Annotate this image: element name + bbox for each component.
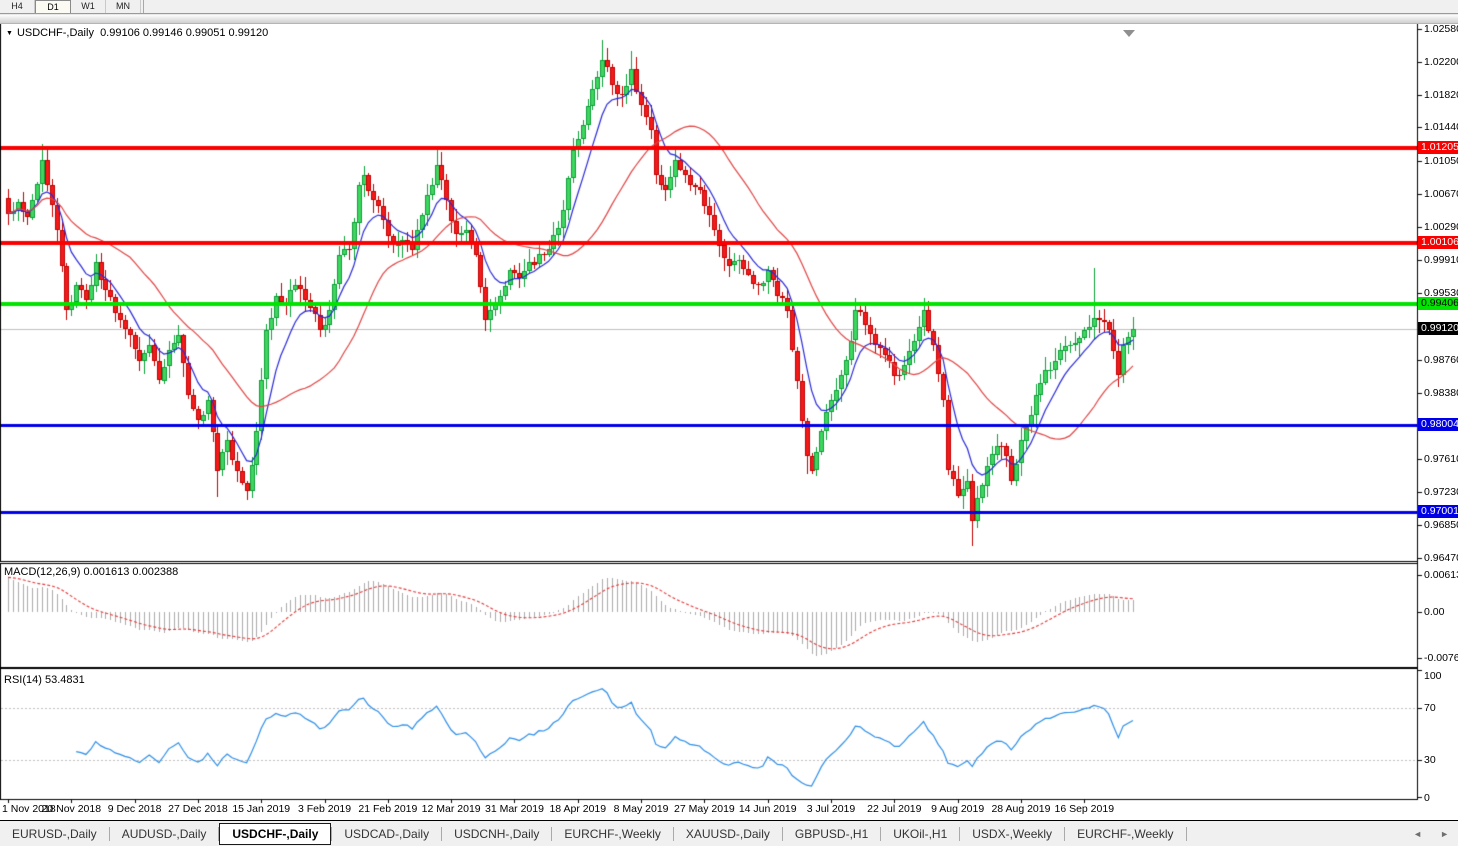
tab-separator: [551, 826, 553, 841]
symbol-dropdown-icon[interactable]: ▼: [6, 30, 13, 37]
tab-separator: [108, 826, 110, 841]
macd-tick-label: 0.00: [1424, 606, 1445, 619]
price-tick-label: 1.01440: [1424, 121, 1458, 134]
tab-separator: [331, 826, 333, 841]
date-tick-label: 9 Aug 2019: [931, 803, 985, 815]
chart-tab-xauusd-daily[interactable]: XAUUSD-,Daily: [685, 826, 770, 841]
chart-tab-usdcad-daily[interactable]: USDCAD-,Daily: [344, 826, 430, 841]
ohlc-values: 0.99106 0.99146 0.99051 0.99120: [100, 27, 269, 39]
date-tick-label: 15 Jan 2019: [232, 803, 291, 815]
chart-tab-audusd-daily[interactable]: AUDUSD-,Daily: [121, 826, 207, 841]
date-tick-label: 22 Jul 2019: [867, 803, 922, 815]
chart-tab-gbpusd-h1[interactable]: GBPUSD-,H1: [794, 826, 869, 841]
date-tick-label: 16 Sep 2019: [1054, 803, 1115, 815]
tab-separator: [1185, 826, 1187, 841]
chart-title: ▼ USDCHF-,Daily 0.99106 0.99146 0.99051 0…: [6, 27, 268, 39]
rsi-tick-label: 70: [1424, 702, 1436, 715]
date-tick-label: 27 Dec 2018: [168, 803, 228, 815]
date-tick-label: 31 Mar 2019: [484, 803, 544, 815]
symbol-tabbar: EURUSD-,Daily AUDUSD-,Daily USDCHF-,Daily U…: [0, 820, 1458, 846]
date-tick-label: 18 Apr 2019: [549, 803, 607, 815]
date-tick-label: 27 May 2019: [674, 803, 735, 815]
tab-scroll-right-icon[interactable]: ►: [1440, 828, 1449, 839]
tab-separator: [781, 826, 783, 841]
chart-tab-usdchf-daily[interactable]: USDCHF-,Daily: [219, 822, 332, 845]
macd-tick-label: 0.00613: [1424, 569, 1458, 581]
period-button-mn[interactable]: MN: [106, 0, 141, 13]
hline-price-badge: 1.01205: [1418, 140, 1458, 154]
date-tick-label: 14 Jun 2019: [738, 803, 797, 815]
tab-scroll-left-icon[interactable]: ◄: [1413, 828, 1423, 839]
tab-separator: [441, 826, 443, 841]
hline-price-badge: 0.98004: [1418, 418, 1458, 432]
symbol-label: USDCHF-,Daily: [16, 27, 94, 39]
tab-separator: [959, 826, 961, 841]
hline-price-badge: 1.00106: [1418, 236, 1458, 250]
tabs-host: EURUSD-,Daily AUDUSD-,Daily USDCHF-,Daily U…: [0, 822, 1187, 845]
chart-tab-usdcnh-daily[interactable]: USDCNH-,Daily: [454, 826, 540, 841]
period-button-d1[interactable]: D1: [35, 0, 71, 13]
rsi-tick-label: 100: [1424, 670, 1442, 682]
chart-tab-eurchf-weekly[interactable]: EURCHF-,Weekly: [1077, 826, 1174, 841]
chart-tab-eurchf-weekly[interactable]: EURCHF-,Weekly: [564, 826, 661, 841]
tab-separator: [880, 826, 882, 841]
hline-price-badge: 0.97001: [1418, 505, 1458, 519]
current-price-badge: 0.99120: [1418, 321, 1458, 335]
hline-price-badge: 0.99406: [1418, 296, 1458, 310]
date-tick-label: 28 Aug 2019: [991, 803, 1051, 815]
date-tick-label: 20 Nov 2018: [41, 803, 102, 815]
chart-tab-ukoil-h1[interactable]: UKOil-,H1: [893, 826, 948, 841]
rsi-indicator-label: RSI(14) 53.4831: [4, 674, 85, 686]
date-tick-label: 8 May 2019: [613, 803, 669, 815]
date-tick-label: 9 Dec 2018: [107, 803, 162, 815]
chart-tab-usdx-weekly[interactable]: USDX-,Weekly: [972, 826, 1053, 841]
date-tick-label: 12 Mar 2019: [421, 803, 481, 815]
date-tick-label: 1 Nov 2018: [2, 803, 56, 815]
period-button-w1[interactable]: W1: [71, 0, 106, 13]
rsi-tick-label: 0: [1424, 792, 1430, 804]
period-button-h4[interactable]: H4: [0, 0, 35, 13]
date-tick-label: 3 Feb 2019: [297, 803, 352, 815]
tab-separator: [1064, 826, 1066, 841]
macd-indicator-label: MACD(12,26,9) 0.001613 0.002388: [4, 566, 179, 578]
price-tick-label: 1.02200: [1424, 55, 1458, 68]
price-tick-label: 1.01050: [1424, 155, 1458, 168]
date-tick-label: 3 Jul 2019: [806, 803, 856, 815]
chart-shift-marker[interactable]: [1123, 30, 1135, 37]
price-tick-label: 1.02580: [1424, 22, 1458, 35]
tab-separator: [218, 826, 220, 841]
period-toolbar: H4 D1 W1 MN: [0, 0, 1458, 14]
toolbar-divider: [0, 14, 1458, 24]
rsi-tick-label: 30: [1424, 753, 1436, 766]
price-tick-label: 1.00670: [1424, 188, 1458, 201]
date-tick-label: 21 Feb 2019: [358, 803, 418, 815]
chart-tab-eurusd-daily[interactable]: EURUSD-,Daily: [12, 826, 97, 841]
tab-separator: [672, 826, 674, 841]
